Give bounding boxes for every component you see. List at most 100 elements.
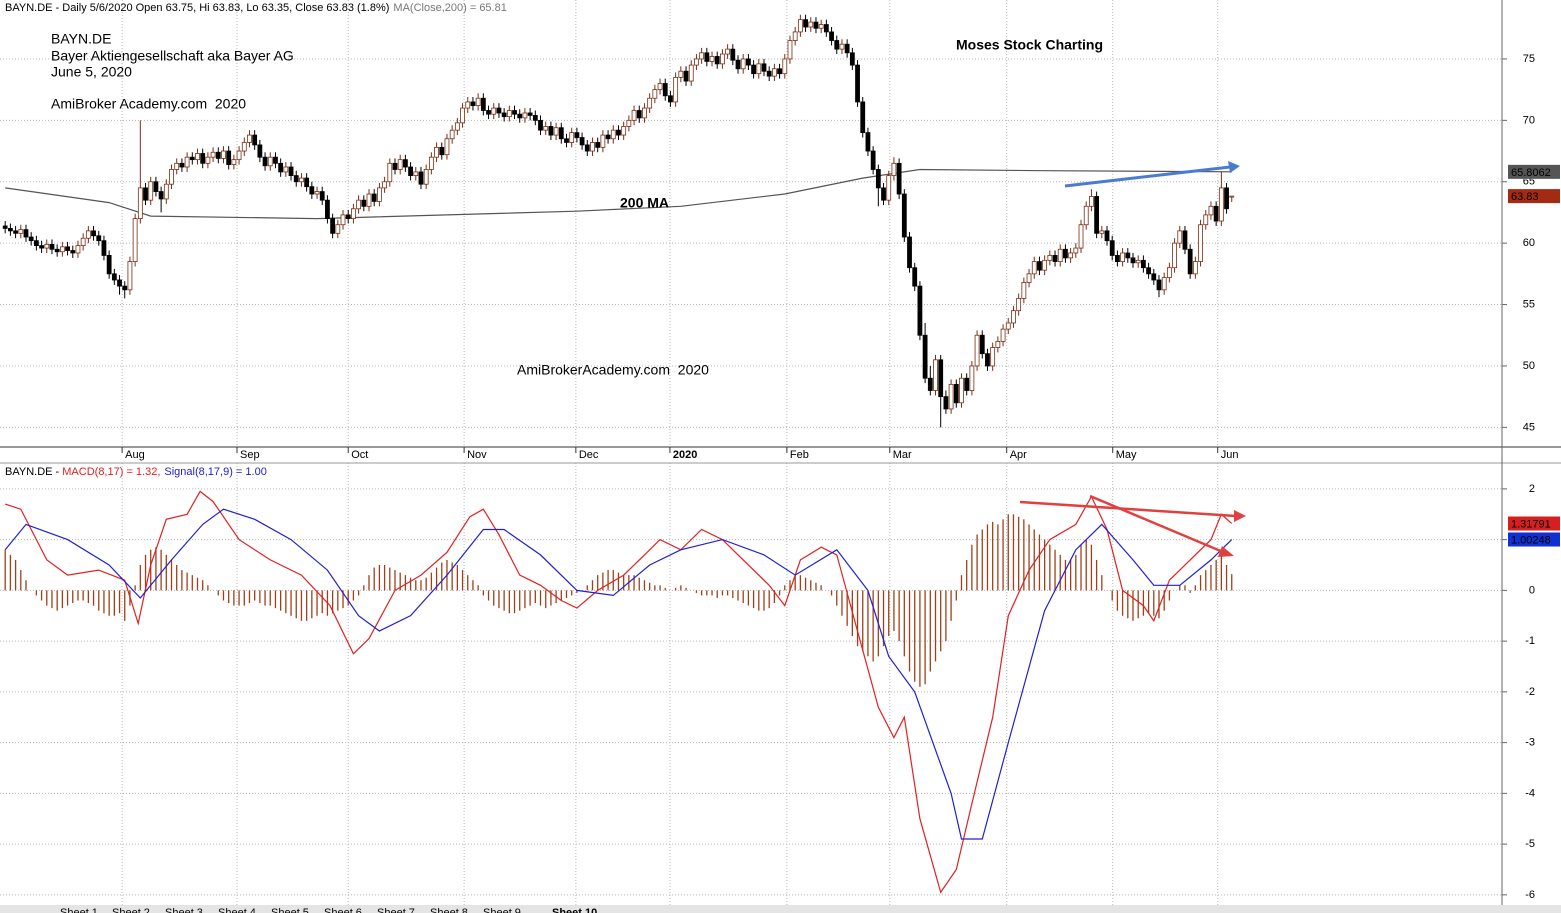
candle-body: [813, 21, 819, 29]
candle-body: [345, 214, 351, 219]
candle-body: [356, 199, 362, 210]
candle-body: [351, 208, 356, 219]
candle-body: [7, 228, 13, 232]
candle-body: [1125, 252, 1131, 259]
candle-body: [65, 246, 70, 251]
candle-body: [226, 150, 232, 165]
candle-body: [938, 359, 944, 398]
y-tick-label: 45: [1523, 421, 1535, 433]
annotation: AmiBroker Academy.com 2020: [51, 96, 246, 112]
candle-body: [189, 156, 195, 161]
candle-body: [1177, 230, 1183, 244]
candle-body: [673, 76, 679, 103]
candle-body: [761, 63, 767, 72]
x-tick-label: Dec: [579, 449, 599, 461]
candle-body: [803, 19, 808, 28]
sheet-tab: Sheet 8: [430, 907, 468, 913]
candle-body: [1151, 273, 1157, 281]
candle-body: [54, 248, 60, 253]
candle-body: [1187, 248, 1193, 275]
candle-body: [730, 48, 736, 61]
candle-body: [314, 191, 320, 195]
marks: Aug Sep Oct Nov Dec 2020 Feb Mar Apr May Jun 45 50 55…: [2, 14, 1560, 901]
series-line: [5, 168, 1232, 220]
annotation: 200 MA: [620, 195, 669, 211]
candle-body: [512, 110, 517, 115]
candle-body: [1099, 230, 1105, 234]
candle-body: [293, 175, 299, 183]
candle-body: [912, 267, 918, 287]
candle-body: [683, 70, 689, 82]
y-tick-label: 70: [1523, 114, 1535, 126]
sheet-tab: Sheet 5: [271, 907, 309, 913]
candle-body: [891, 162, 897, 177]
x-tick-label: Sep: [240, 449, 260, 461]
candle-body: [1094, 196, 1100, 234]
candle-body: [283, 166, 289, 173]
arrow-head: [1228, 161, 1240, 173]
candle-body: [111, 273, 117, 281]
candle-body: [1172, 242, 1177, 269]
candle-body: [543, 126, 549, 131]
candle-body: [1182, 230, 1188, 250]
y-tick-label: -2: [1525, 686, 1535, 698]
candle-body: [1016, 298, 1022, 312]
candle-body: [584, 144, 590, 152]
last-value-label: 1.31791: [1511, 518, 1551, 530]
candle-body: [1218, 187, 1224, 222]
price-header: BAYN.DE - Daily 5/6/2020 Open 63.75, Hi …: [5, 2, 507, 14]
candle-body: [1078, 224, 1084, 249]
annotation: BAYN.DE: [51, 31, 111, 47]
candle-body: [844, 43, 850, 54]
annotation: June 5, 2020: [51, 64, 132, 80]
candle-body: [210, 151, 216, 158]
sheet-tabs: Sheet 1 Sheet 2 Sheet 3 Sheet 4 Sheet 5 Sheet…: [60, 907, 597, 913]
candle-body: [247, 134, 252, 143]
candle-body: [413, 171, 419, 177]
annotation: Bayer Aktiengesellschaft aka Bayer AG: [51, 48, 294, 64]
candle-body: [153, 181, 159, 192]
candle-body: [740, 58, 746, 70]
candle-body: [1005, 322, 1011, 330]
y-tick-label: 60: [1523, 237, 1535, 249]
macd-header: BAYN.DE - MACD(8,17) = 1.32, Signal(8,17,…: [5, 466, 267, 478]
x-tick-label: Jun: [1221, 449, 1239, 461]
candle-body: [506, 110, 512, 118]
candle-body: [465, 101, 471, 109]
candle-body: [1135, 259, 1141, 264]
candle-body: [1229, 195, 1235, 198]
x-tick-label: 2020: [673, 449, 697, 461]
candle-body: [917, 285, 923, 336]
candle-body: [875, 169, 881, 189]
candle-body: [304, 177, 310, 188]
candle-body: [39, 245, 44, 249]
candle-body: [886, 175, 892, 201]
candle-body: [870, 150, 876, 170]
candle-body: [792, 31, 798, 41]
arrow-head: [1218, 546, 1234, 557]
candle-body: [595, 142, 601, 148]
candle-body: [132, 218, 138, 262]
candle-body: [444, 138, 450, 156]
candle-body: [439, 146, 445, 156]
candle-body: [319, 191, 325, 201]
candle-body: [70, 250, 76, 254]
candle-body: [600, 134, 606, 148]
candle-body: [985, 353, 990, 367]
candle-body: [787, 40, 793, 60]
candle-body: [1000, 328, 1006, 342]
candle-body: [1109, 240, 1115, 256]
candle-body: [964, 377, 970, 391]
candle-body: [1026, 273, 1032, 283]
candle-body: [252, 134, 258, 146]
candle-body: [28, 236, 34, 242]
y-tick-label: -3: [1525, 737, 1535, 749]
candle-body: [49, 243, 55, 250]
y-tick-label: 0: [1529, 584, 1535, 596]
candle-body: [704, 52, 710, 62]
candle-body: [278, 162, 284, 173]
candle-body: [231, 159, 237, 165]
last-value-label: 65.8062: [1511, 167, 1551, 179]
candle-body: [553, 127, 559, 136]
candle-body: [371, 193, 377, 202]
